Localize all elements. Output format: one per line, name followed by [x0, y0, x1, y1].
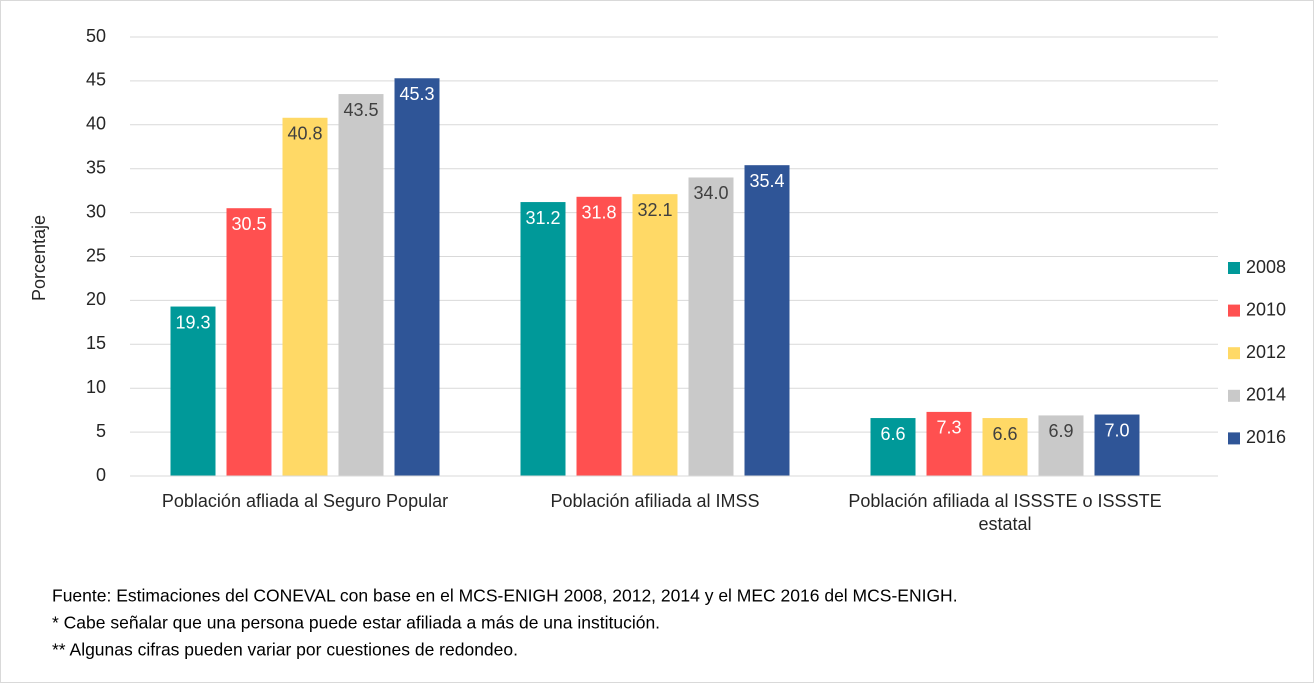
y-tick-label: 25: [86, 245, 106, 265]
legend-swatch: [1228, 389, 1240, 402]
y-axis-label: Porcentaje: [29, 215, 49, 301]
legend-label: 2014: [1246, 385, 1286, 405]
y-tick-label: 30: [86, 201, 106, 221]
data-label: 7.0: [1104, 420, 1129, 440]
footnote: ** Algunas cifras pueden variar por cues…: [52, 640, 518, 660]
bar: [926, 411, 972, 476]
bar: [982, 418, 1028, 476]
data-label: 19.3: [175, 312, 210, 332]
data-label: 43.5: [343, 100, 378, 120]
x-tick-label: Población afliada al Seguro Popular: [161, 491, 449, 511]
y-tick-label: 20: [86, 289, 106, 309]
y-tick-label: 50: [86, 26, 106, 46]
y-tick-label: 40: [86, 114, 106, 134]
y-tick-label: 0: [96, 465, 106, 485]
data-label: 30.5: [231, 214, 266, 234]
data-label: 34.0: [693, 183, 728, 203]
data-label: 7.3: [936, 418, 961, 438]
data-label: 6.6: [992, 424, 1017, 444]
data-label: 31.2: [525, 208, 560, 228]
y-tick-label: 35: [86, 157, 106, 177]
footnote: * Cabe señalar que una persona puede est…: [52, 613, 660, 633]
bar: [170, 306, 216, 476]
legend-swatch: [1228, 304, 1240, 317]
y-tick-label: 5: [96, 421, 106, 441]
legend-label: 2008: [1246, 257, 1286, 277]
legend-label: 2010: [1246, 299, 1286, 319]
y-tick-label: 45: [86, 70, 106, 90]
data-label: 32.1: [637, 200, 672, 220]
legend-swatch: [1228, 262, 1240, 274]
bar: [688, 177, 734, 477]
bar: [1094, 414, 1140, 476]
data-label: 31.8: [581, 203, 616, 223]
data-label: 40.8: [287, 124, 322, 144]
bar: [576, 196, 622, 476]
bar: [282, 117, 328, 476]
bar: [632, 194, 678, 477]
bar: [744, 165, 790, 477]
y-tick-label: 15: [86, 333, 106, 353]
legend-label: 2012: [1246, 342, 1286, 362]
bar: [226, 208, 272, 476]
data-label: 35.4: [749, 171, 784, 191]
data-label: 6.9: [1048, 421, 1073, 441]
bar: [520, 202, 566, 476]
footnote: Fuente: Estimaciones del CONEVAL con bas…: [52, 586, 958, 606]
y-tick-label: 10: [86, 377, 106, 397]
x-tick-label: Población afiliada al ISSSTE o ISSSTE es…: [848, 491, 1162, 534]
legend-label: 2016: [1246, 427, 1286, 447]
data-label: 6.6: [880, 424, 905, 444]
bar: [394, 78, 440, 477]
bar: [870, 418, 916, 476]
legend-swatch: [1228, 347, 1240, 360]
legend-swatch: [1228, 432, 1240, 445]
data-label: 45.3: [399, 84, 434, 104]
x-tick-label: Población afiliada al IMSS: [550, 491, 760, 511]
bar: [1038, 415, 1084, 476]
bar: [338, 94, 384, 476]
